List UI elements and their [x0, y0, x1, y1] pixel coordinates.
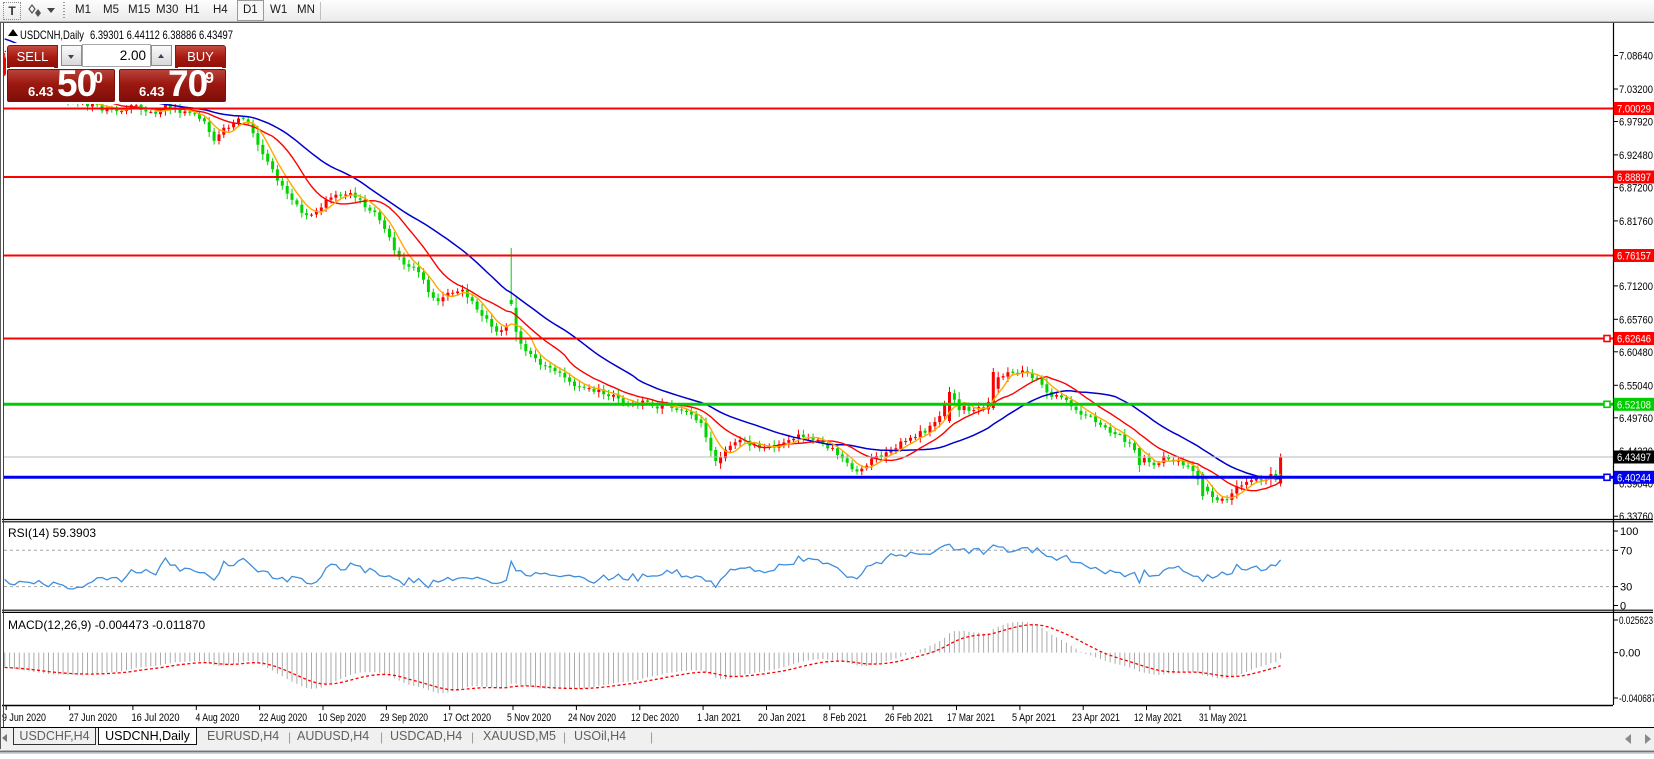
svg-text:6.40244: 6.40244 [1617, 472, 1651, 484]
svg-text:29 Sep 2020: 29 Sep 2020 [380, 712, 428, 724]
svg-text:6.65760: 6.65760 [1619, 314, 1653, 326]
svg-text:100: 100 [1620, 526, 1638, 538]
svg-text:22 Aug 2020: 22 Aug 2020 [259, 712, 307, 724]
svg-text:6.55040: 6.55040 [1619, 380, 1653, 392]
svg-text:7.00029: 7.00029 [1617, 104, 1651, 116]
svg-text:6.49760: 6.49760 [1619, 413, 1653, 425]
svg-text:70: 70 [1620, 545, 1632, 557]
svg-text:7.03200: 7.03200 [1619, 84, 1653, 96]
svg-text:RSI(14) 59.3903: RSI(14) 59.3903 [8, 526, 96, 540]
svg-text:0: 0 [1620, 601, 1626, 613]
svg-text:17 Oct 2020: 17 Oct 2020 [443, 712, 491, 724]
svg-text:6.62646: 6.62646 [1617, 334, 1651, 346]
svg-text:16 Jul 2020: 16 Jul 2020 [132, 712, 180, 724]
svg-text:27 Jun 2020: 27 Jun 2020 [69, 712, 117, 724]
svg-text:6.71200: 6.71200 [1619, 281, 1653, 293]
svg-text:24 Nov 2020: 24 Nov 2020 [568, 712, 616, 724]
svg-text:30: 30 [1620, 582, 1632, 594]
svg-text:6.92480: 6.92480 [1619, 150, 1653, 162]
svg-text:26 Feb 2021: 26 Feb 2021 [885, 712, 933, 724]
svg-text:12 Dec 2020: 12 Dec 2020 [631, 712, 679, 724]
svg-text:1 Jan 2021: 1 Jan 2021 [697, 712, 741, 724]
svg-text:23 Apr 2021: 23 Apr 2021 [1072, 712, 1120, 724]
svg-text:6.43497: 6.43497 [1617, 452, 1651, 464]
svg-text:4 Aug 2020: 4 Aug 2020 [196, 712, 240, 724]
svg-text:6.60480: 6.60480 [1619, 347, 1653, 359]
svg-text:USDCNH,Daily: USDCNH,Daily [20, 28, 84, 42]
svg-text:0.025623: 0.025623 [1619, 615, 1653, 627]
svg-text:20 Jan 2021: 20 Jan 2021 [758, 712, 806, 724]
svg-text:6.97920: 6.97920 [1619, 117, 1653, 129]
svg-text:6.52108: 6.52108 [1617, 399, 1651, 411]
svg-text:6.88897: 6.88897 [1617, 172, 1651, 184]
svg-text:10 Sep 2020: 10 Sep 2020 [318, 712, 366, 724]
svg-text:MACD(12,26,9) -0.004473 -0.011: MACD(12,26,9) -0.004473 -0.011870 [8, 618, 206, 632]
svg-text:6.33760: 6.33760 [1619, 511, 1653, 523]
svg-text:12 May 2021: 12 May 2021 [1134, 712, 1182, 724]
svg-text:5 Apr 2021: 5 Apr 2021 [1012, 712, 1056, 724]
svg-text:-0.040687: -0.040687 [1619, 693, 1654, 705]
svg-text:9 Jun 2020: 9 Jun 2020 [2, 712, 46, 724]
svg-text:7.08640: 7.08640 [1619, 51, 1653, 63]
svg-text:6.76157: 6.76157 [1617, 251, 1651, 263]
svg-text:6.87200: 6.87200 [1619, 182, 1653, 194]
svg-text:31 May 2021: 31 May 2021 [1199, 712, 1247, 724]
svg-text:6.81760: 6.81760 [1619, 216, 1653, 228]
svg-text:6.39301 6.44112 6.38886 6.4349: 6.39301 6.44112 6.38886 6.43497 [90, 28, 233, 42]
svg-text:17 Mar 2021: 17 Mar 2021 [947, 712, 995, 724]
svg-text:0.00: 0.00 [1619, 648, 1640, 660]
svg-text:5 Nov 2020: 5 Nov 2020 [507, 712, 551, 724]
svg-text:8 Feb 2021: 8 Feb 2021 [823, 712, 867, 724]
